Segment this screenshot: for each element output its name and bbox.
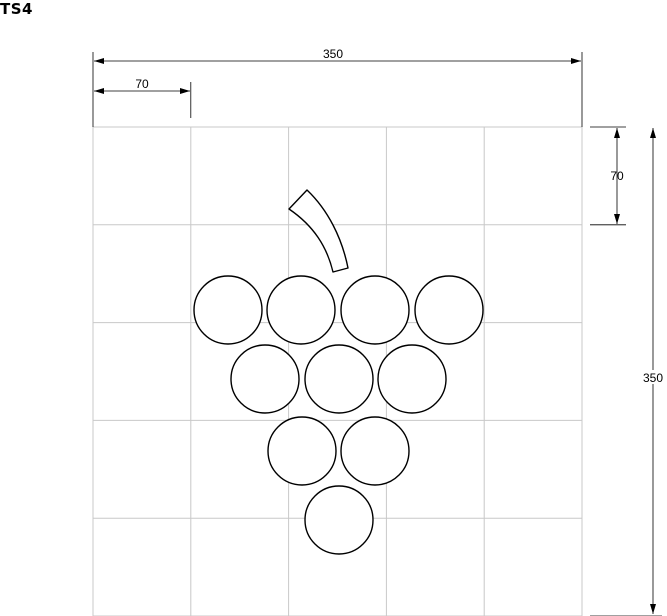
grape-row3-2	[340, 416, 410, 486]
grape-stem	[288, 189, 349, 273]
dimension-right-total-label: 350	[643, 371, 663, 385]
grape-row2-2	[304, 344, 374, 414]
dimension-top-cell: 70	[94, 77, 192, 118]
dimension-top-total: 350	[92, 47, 583, 127]
dimension-top-total-label: 350	[323, 47, 343, 61]
dimension-right-cell: 70	[590, 126, 626, 226]
grape-row2-1	[230, 344, 300, 414]
dimension-right-cell-label: 70	[610, 169, 624, 183]
grape-cluster	[193, 275, 484, 555]
grape-row2-3	[377, 344, 447, 414]
dimension-right-total: 350	[590, 128, 666, 616]
grape-row4-1	[304, 485, 374, 555]
dimension-top-cell-label: 70	[135, 77, 149, 91]
drawing-title: TS4	[0, 0, 33, 18]
grape-row1-3	[340, 275, 410, 345]
grape-row1-2	[266, 275, 336, 345]
grape-row1-1	[193, 275, 263, 345]
grape-row3-1	[267, 416, 337, 486]
grape-row1-4	[414, 275, 484, 345]
